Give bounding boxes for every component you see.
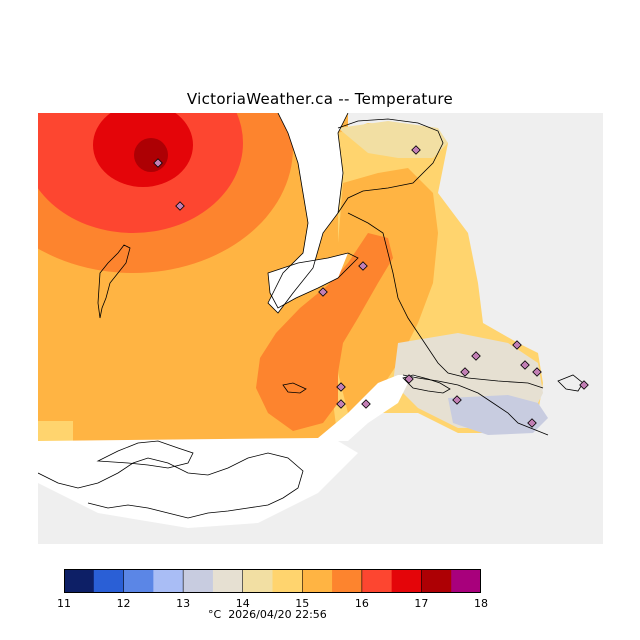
station-marker (452, 395, 462, 405)
station-marker (520, 360, 530, 370)
legend-swatch (64, 569, 95, 593)
water-inlet-north (268, 113, 348, 313)
legend-tick-label: 15 (295, 597, 310, 610)
legend-swatch (451, 569, 481, 593)
legend-swatch (183, 569, 214, 593)
station-marker (404, 374, 414, 384)
station-marker (358, 261, 368, 271)
timestamp: 2026/04/20 22:56 (228, 608, 327, 621)
map-title: VictoriaWeather.ca -- Temperature (186, 90, 454, 108)
coastline-victoria-harbour (402, 374, 451, 394)
temperature-map (37, 112, 603, 544)
legend-swatch (391, 569, 422, 593)
coastline-saanich (347, 212, 544, 389)
contour-hotspot (134, 138, 168, 172)
legend-swatch (332, 569, 363, 593)
legend-tick-label: 13 (176, 597, 191, 610)
legend-caption: °C 2026/04/20 22:56 (208, 608, 327, 621)
coastline-south-island (96, 440, 194, 469)
coastline-north-peninsula (337, 118, 444, 214)
station-marker (579, 380, 589, 390)
coastline-south-shore (37, 452, 304, 519)
station-marker (153, 158, 163, 168)
legend-swatch (212, 569, 244, 593)
legend-swatch (242, 569, 273, 593)
station-marker (175, 201, 185, 211)
contour-sw-strip (38, 421, 73, 441)
legend-swatch (153, 569, 184, 593)
station-marker (336, 399, 346, 409)
coastline-east-islands (557, 374, 584, 392)
legend-tick-label: 12 (116, 597, 131, 610)
legend-border (64, 569, 481, 593)
coastline-small-island (282, 382, 307, 394)
legend-swatch (421, 569, 452, 593)
station-marker (411, 145, 421, 155)
coastline-west-island (97, 244, 131, 319)
legend-tick-label: 16 (354, 597, 369, 610)
coastline-inlet (267, 112, 349, 314)
station-marker (336, 382, 346, 392)
station-marker (532, 367, 542, 377)
contour-north-cool (338, 121, 448, 158)
station-marker (471, 351, 481, 361)
legend-swatch (302, 569, 333, 593)
legend-swatch (93, 569, 125, 593)
station-marker (527, 418, 537, 428)
legend-swatch (123, 569, 154, 593)
station-marker (512, 340, 522, 350)
coastline-mid (267, 252, 359, 309)
station-marker (361, 399, 371, 409)
contour-east-15-16 (333, 168, 438, 413)
color-legend (64, 569, 481, 593)
legend-tick-label: 18 (474, 597, 488, 610)
units-label: °C (208, 608, 222, 621)
station-marker (318, 287, 328, 297)
legend-tick-label: 11 (57, 597, 71, 610)
legend-swatch (272, 569, 303, 593)
legend-tick-label: 17 (414, 597, 429, 610)
station-marker (460, 367, 470, 377)
coastline-victoria (402, 374, 549, 436)
legend-tick-label: 14 (235, 597, 250, 610)
contour-16-17-south (256, 233, 393, 431)
legend-swatch (361, 569, 393, 593)
